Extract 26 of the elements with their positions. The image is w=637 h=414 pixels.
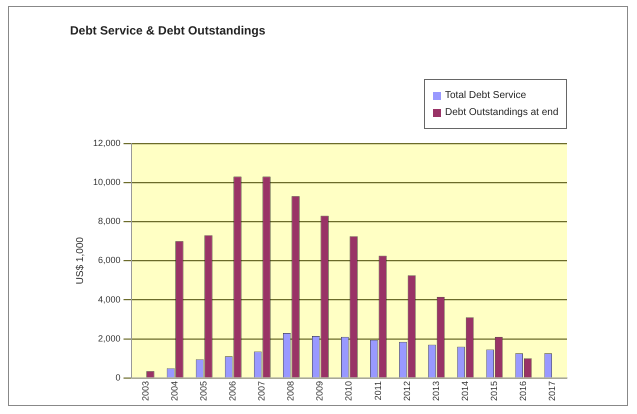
legend-label: Total Debt Service: [444, 90, 528, 102]
y-tick-label: 6,000: [98, 255, 121, 266]
x-tick-label: 2004: [170, 380, 180, 402]
x-tick-label: 2013: [430, 380, 441, 402]
x-tick-label: 2003: [140, 380, 151, 402]
y-tick-label: 12,000: [92, 138, 121, 148]
x-tick-label: 2016: [518, 380, 528, 402]
y-tick-label: 2,000: [98, 333, 121, 344]
x-tick-label: 2005: [198, 380, 209, 402]
y-tick-label: 0: [116, 372, 121, 382]
x-tick-label: 2006: [228, 380, 238, 402]
x-tick-label: 2009: [314, 380, 325, 402]
x-tick-label: 2008: [286, 380, 296, 402]
y-tick-label: 10,000: [92, 176, 121, 187]
x-tick-label: 2014: [460, 380, 470, 402]
legend-label: Debt Outstandings at end: [444, 107, 558, 118]
x-tick-label: 2007: [256, 380, 267, 402]
y-tick-label: 8,000: [98, 216, 121, 226]
x-tick-label: 2012: [402, 380, 412, 402]
y-tick-label: 4,000: [98, 294, 121, 304]
chart-title: Debt Service & Debt Outstandings: [70, 24, 266, 38]
x-tick-label: 2015: [488, 380, 499, 402]
x-tick-label: 2017: [546, 380, 557, 402]
x-tick-label: 2011: [372, 380, 383, 400]
y-axis-title: US$ 1,000: [74, 236, 86, 284]
x-tick-label: 2010: [344, 380, 354, 402]
